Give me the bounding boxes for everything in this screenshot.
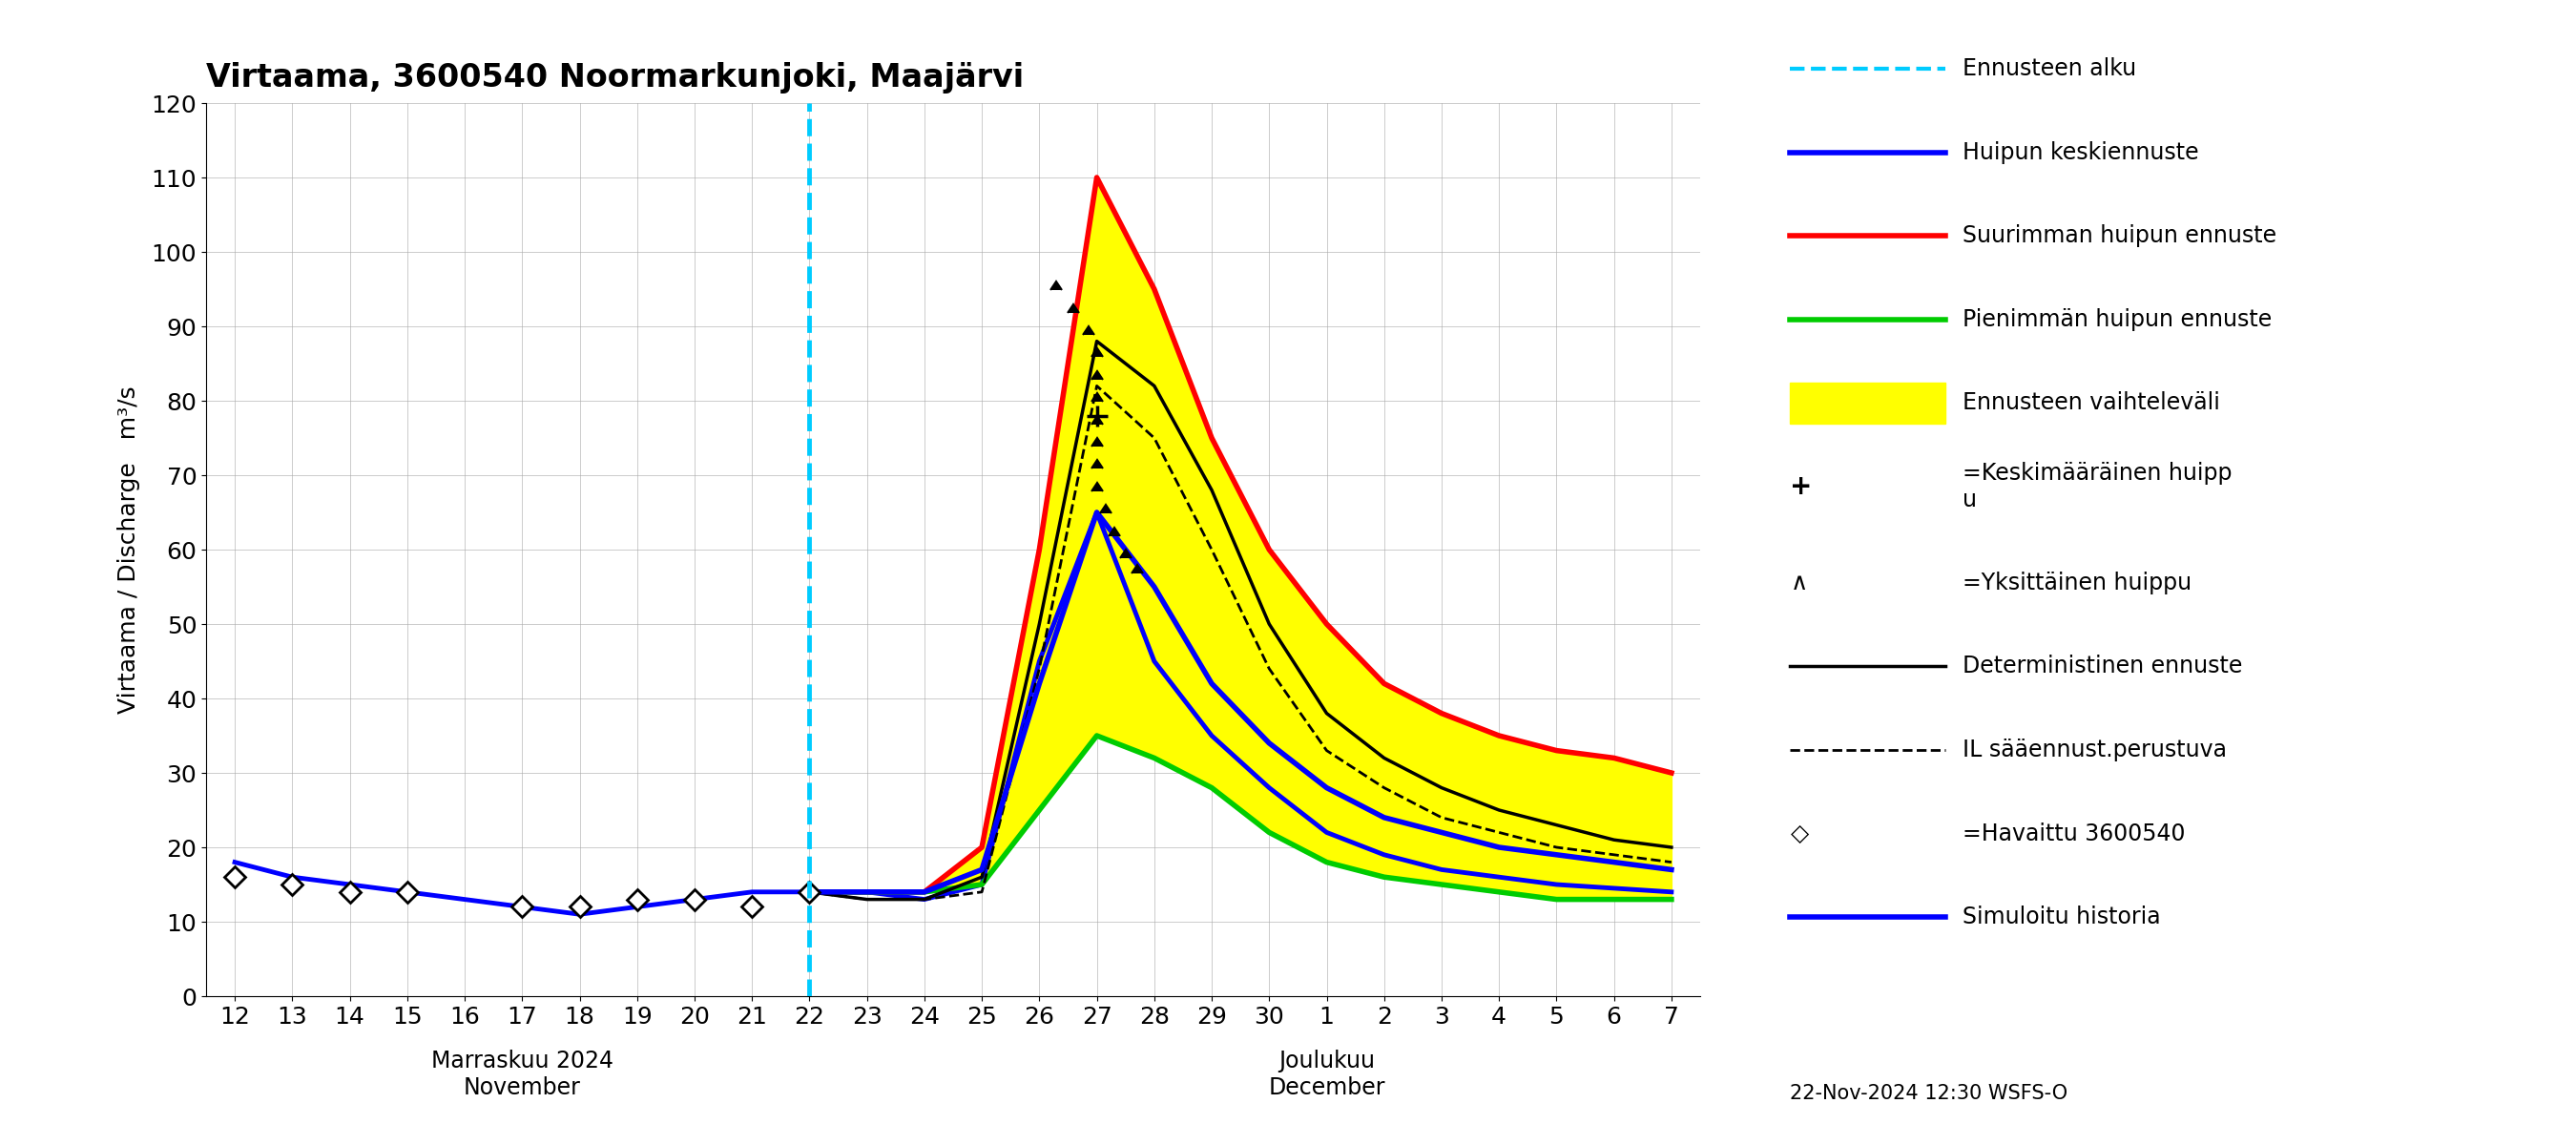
Text: Virtaama, 3600540 Noormarkunjoki, Maajärvi: Virtaama, 3600540 Noormarkunjoki, Maajär… [206, 62, 1023, 94]
Text: Deterministinen ennuste: Deterministinen ennuste [1963, 655, 2244, 678]
Text: Marraskuu 2024
November: Marraskuu 2024 November [430, 1050, 613, 1099]
Text: =Keskimääräinen huipp
u: =Keskimääräinen huipp u [1963, 461, 2233, 512]
Text: =Havaittu 3600540: =Havaittu 3600540 [1963, 822, 2184, 845]
Text: ◇: ◇ [1790, 822, 1808, 845]
Text: Joulukuu
December: Joulukuu December [1267, 1050, 1386, 1099]
Text: Simuloitu historia: Simuloitu historia [1963, 906, 2161, 929]
Text: Suurimman huipun ennuste: Suurimman huipun ennuste [1963, 224, 2277, 247]
Text: Huipun keskiennuste: Huipun keskiennuste [1963, 141, 2200, 164]
Text: Ennusteen alku: Ennusteen alku [1963, 57, 2136, 80]
Text: Pienimmän huipun ennuste: Pienimmän huipun ennuste [1963, 308, 2272, 331]
Y-axis label: Virtaama / Discharge   m³/s: Virtaama / Discharge m³/s [118, 386, 142, 713]
Text: 22-Nov-2024 12:30 WSFS-O: 22-Nov-2024 12:30 WSFS-O [1790, 1084, 2069, 1103]
Text: +: + [1790, 473, 1814, 500]
Text: IL sääennust.perustuva: IL sääennust.perustuva [1963, 739, 2228, 761]
Text: ∧: ∧ [1790, 571, 1808, 594]
Text: =Yksittäinen huippu: =Yksittäinen huippu [1963, 571, 2192, 594]
Text: Ennusteen vaihteleväli: Ennusteen vaihteleväli [1963, 392, 2221, 414]
